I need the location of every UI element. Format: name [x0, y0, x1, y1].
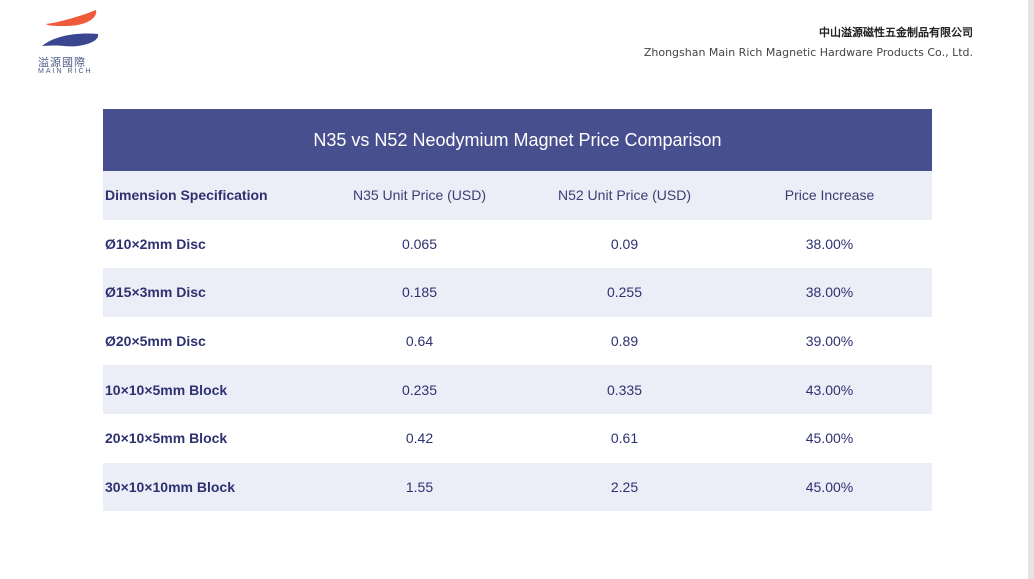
n52-price-cell: 2.25	[610, 478, 639, 495]
header-cell: Dimension Specification	[105, 187, 268, 204]
n52-price-cell: 0.255	[606, 284, 643, 301]
n52-price-cell: 0.89	[610, 333, 639, 350]
dimension-cell: 30×10×10mm Block	[105, 478, 235, 495]
table-header-row: Dimension Specification N35 Unit Price (…	[103, 171, 932, 220]
table-row: 30×10×10mm Block 1.55 2.25 45.00%	[103, 462, 932, 512]
company-name-chinese: 中山溢源磁性五金制品有限公司	[819, 26, 973, 39]
n35-price-cell: 1.55	[405, 478, 434, 495]
logo-mark-icon	[42, 10, 99, 47]
table-row: 10×10×5mm Block 0.235 0.335 43.00%	[103, 365, 932, 414]
price-increase-cell: 45.00%	[805, 478, 854, 495]
n52-price-cell: 0.09	[610, 235, 639, 252]
price-increase-cell: 39.00%	[805, 333, 854, 350]
table-row: Ø20×5mm Disc 0.64 0.89 39.00%	[103, 317, 932, 366]
n35-price-cell: 0.42	[405, 430, 434, 447]
price-comparison-table: N35 vs N52 Neodymium Magnet Price Compar…	[103, 109, 932, 512]
header-cell: N35 Unit Price (USD)	[352, 187, 487, 204]
dimension-cell: 10×10×5mm Block	[105, 381, 228, 398]
table-row: Ø10×2mm Disc 0.065 0.09 38.00%	[103, 220, 932, 269]
header-cell: Price Increase	[784, 187, 875, 204]
table-row: 20×10×5mm Block 0.42 0.61 45.00%	[103, 414, 932, 463]
dimension-cell: Ø10×2mm Disc	[105, 235, 206, 252]
header-cell: N52 Unit Price (USD)	[557, 187, 692, 204]
table-title: N35 vs N52 Neodymium Magnet Price Compar…	[103, 109, 932, 171]
n35-price-cell: 0.065	[401, 235, 438, 252]
company-logo: 溢源國際 MAIN RICH	[34, 6, 106, 76]
right-edge-decoration	[1028, 0, 1034, 579]
n52-price-cell: 0.61	[610, 430, 639, 447]
price-increase-cell: 43.00%	[805, 381, 854, 398]
price-increase-cell: 45.00%	[805, 430, 854, 447]
dimension-cell: 20×10×5mm Block	[105, 430, 228, 447]
n35-price-cell: 0.235	[401, 381, 438, 398]
company-name-english: Zhongshan Main Rich Magnetic Hardware Pr…	[643, 46, 973, 59]
logo-chinese-text: 溢源國際	[38, 56, 86, 69]
n35-price-cell: 0.64	[405, 333, 434, 350]
table-row: Ø15×3mm Disc 0.185 0.255 38.00%	[103, 268, 932, 317]
dimension-cell: Ø20×5mm Disc	[105, 333, 206, 350]
logo-english-text: MAIN RICH	[38, 68, 93, 75]
company-header: 中山溢源磁性五金制品有限公司 Zhongshan Main Rich Magne…	[644, 24, 973, 59]
dimension-cell: Ø15×3mm Disc	[105, 284, 206, 301]
price-increase-cell: 38.00%	[805, 284, 854, 301]
n35-price-cell: 0.185	[401, 284, 438, 301]
n52-price-cell: 0.335	[606, 381, 643, 398]
price-increase-cell: 38.00%	[805, 235, 854, 252]
